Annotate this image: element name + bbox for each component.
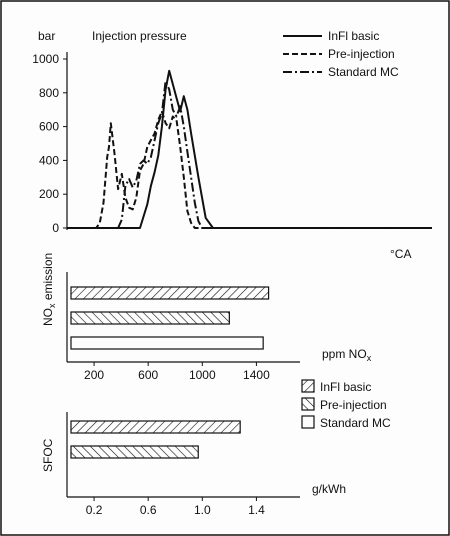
- x-tick-label: 0.6: [140, 503, 157, 517]
- bars: [70, 420, 241, 459]
- legend-swatch-infl-basic: [301, 379, 315, 393]
- x-tick-label: 1000: [189, 368, 216, 382]
- x-tick-labels: 200 600 1000 1400: [84, 362, 270, 382]
- y-tick-label: 1000: [32, 52, 59, 66]
- injection-pressure-chart: bar Injection pressure 0 200 400 600 800 1000…: [32, 29, 432, 261]
- x-axis-label: ppm NOx: [322, 347, 372, 363]
- x-axis-label: g/kWh: [312, 482, 346, 496]
- bar-pre-injection: [70, 445, 199, 459]
- chart-title: Injection pressure: [92, 29, 187, 43]
- x-tick-label: 600: [138, 368, 158, 382]
- bar-infl-basic: [70, 420, 241, 434]
- x-tick-label: 1.4: [248, 503, 265, 517]
- y-axis-label: bar: [38, 29, 55, 43]
- legend-label-standard-mc: Standard MC: [328, 65, 399, 79]
- legend-label-standard-mc: Standard MC: [320, 416, 391, 430]
- y-tick-label: 600: [39, 120, 59, 134]
- legend-label-pre-injection: Pre-injection: [320, 398, 387, 412]
- x-tick-labels: 0.2 0.6 1.0 1.4: [86, 497, 265, 517]
- y-axis-label: SFOC: [41, 438, 55, 472]
- y-tick-label: 0: [52, 221, 59, 235]
- bars: [70, 286, 270, 350]
- legend-label-pre-injection: Pre-injection: [328, 47, 395, 61]
- x-axis-label: °CA: [390, 247, 411, 261]
- y-tick-label: 400: [39, 153, 59, 167]
- legend: InFl basic Pre-injection Standard MC: [283, 29, 399, 79]
- y-tick-label: 800: [39, 86, 59, 100]
- y-axis-label: NOx emission: [41, 253, 57, 326]
- x-tick-label: 200: [84, 368, 104, 382]
- legend-label-infl-basic: InFl basic: [320, 380, 371, 394]
- bar-pre-injection: [70, 311, 230, 325]
- x-tick-label: 1.0: [194, 503, 211, 517]
- series-line-pre-injection: [67, 110, 432, 229]
- x-tick-label: 1400: [243, 368, 270, 382]
- x-tick-label: 0.2: [86, 503, 103, 517]
- nox-emission-chart: NOx emission 200 600 1000 1400 ppm NOx: [41, 253, 372, 382]
- series-line-infl-basic: [67, 69, 432, 229]
- bar-infl-basic: [70, 286, 270, 300]
- legend-label-infl-basic: InFl basic: [328, 29, 379, 43]
- bar-standard-mc: [70, 336, 264, 350]
- legend-swatch-pre-injection: [301, 397, 315, 411]
- y-tick-labels: 0 200 400 600 800 1000: [32, 52, 67, 235]
- series-line-standard-mc: [67, 80, 432, 229]
- legend: InFl basic Pre-injection Standard MC: [301, 379, 391, 430]
- series-lines: [67, 69, 432, 229]
- sfoc-chart: SFOC 0.2 0.6 1.0 1.4 g/kWh InFl basic Pre-in…: [41, 379, 391, 517]
- y-tick-label: 200: [39, 187, 59, 201]
- legend-swatch-standard-mc: [301, 415, 315, 429]
